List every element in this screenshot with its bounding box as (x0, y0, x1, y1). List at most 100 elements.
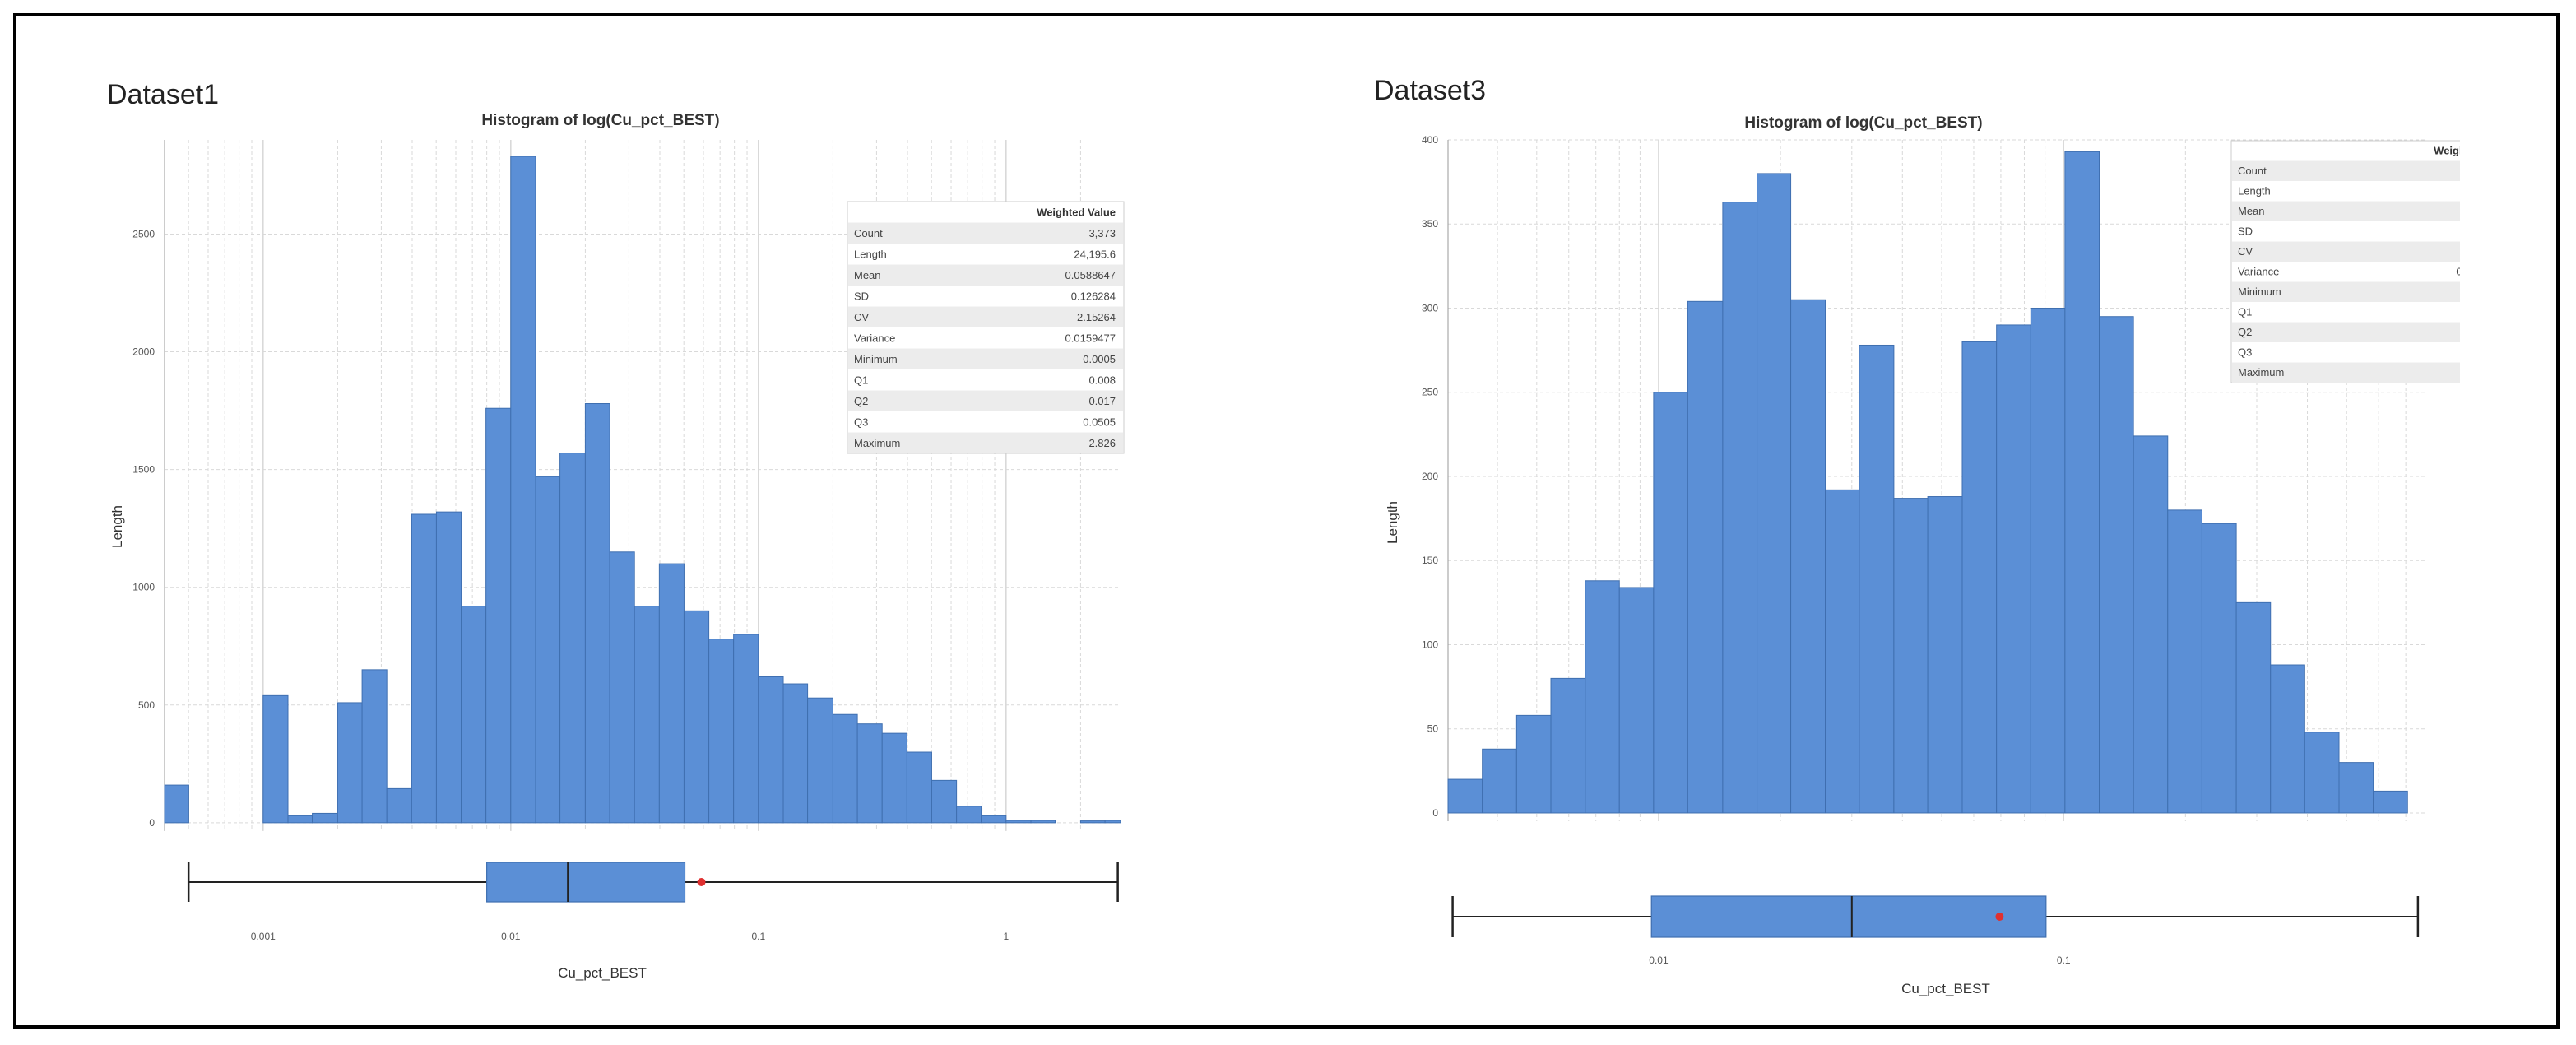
stats-table-value: 0.017 (1088, 395, 1116, 407)
dataset1-bars (164, 156, 1121, 824)
histogram-bar (708, 639, 735, 824)
y-tick-label: 150 (1422, 555, 1438, 566)
histogram-bar (1104, 820, 1121, 824)
stats-table-stripe (848, 390, 1123, 411)
dataset1-xlabel: Cu_pct_BEST (558, 965, 647, 981)
histogram-bar (262, 694, 289, 824)
stats-table-value: 0.008 (1088, 374, 1116, 386)
stats-table-stripe (2232, 160, 2460, 181)
stats-table-stripe (848, 432, 1123, 453)
dataset1-title: Histogram of log(Cu_pct_BEST) (481, 112, 719, 129)
stats-table-label: Mean (854, 269, 881, 281)
stats-table-value: 0.0505 (1083, 416, 1116, 428)
y-tick-label: 0 (149, 817, 155, 829)
x-tick-label: 0.001 (251, 931, 276, 942)
histogram-bar (2338, 762, 2374, 814)
dataset3-stats-table: Weighted ValueCount1,143Length5,350.9Mea… (2230, 140, 2460, 383)
y-tick-label: 200 (1422, 471, 1438, 482)
histogram-bar (2201, 522, 2237, 814)
histogram-bar (1927, 496, 1963, 814)
dataset1-axis-ticks: 0 500 1000 1500 2000 2500 0.001 0.01 0.1 1 (132, 228, 1009, 942)
histogram-bar (2133, 435, 2169, 814)
stats-table-label: SD (854, 290, 869, 302)
histogram-bar (758, 676, 784, 824)
stats-table-value: 3,373 (1088, 227, 1116, 239)
y-tick-label: 400 (1422, 134, 1438, 146)
histogram-bar (1859, 344, 1895, 814)
histogram-bar (510, 156, 536, 824)
histogram-bar (2235, 601, 2272, 814)
histogram-bar (906, 751, 932, 824)
dataset3-ylabel: Length (1385, 501, 1400, 544)
stats-table-label: Count (2238, 165, 2267, 177)
dataset3-axis-ticks: 0 50 100 150 200 250 300 350 400 0.01 0.1 (1422, 134, 2071, 966)
stats-table-stripe (2232, 201, 2460, 221)
histogram-bar (1687, 300, 1724, 814)
histogram-bar (1618, 587, 1655, 814)
histogram-bar (1825, 489, 1860, 814)
stats-table-label: Q1 (2238, 306, 2252, 318)
y-tick-label: 1500 (132, 464, 155, 476)
stats-table-stripe (848, 222, 1123, 244)
stats-table-value: 0.0005 (1083, 353, 1116, 365)
histogram-bar (1722, 202, 1758, 814)
stats-table-label: Variance (854, 332, 895, 344)
histogram-bar (981, 815, 1007, 824)
histogram-bar (164, 784, 189, 824)
histogram-bar (733, 634, 759, 824)
histogram-bar (2030, 307, 2066, 814)
boxplot-mean-marker (1995, 913, 2004, 921)
x-tick-label: 0.1 (2057, 954, 2071, 966)
histogram-bar (931, 779, 958, 824)
stats-table-label: Q3 (2238, 346, 2252, 359)
dataset1-ylabel: Length (109, 505, 125, 548)
histogram-bar (1030, 820, 1056, 824)
histogram-bar (535, 476, 561, 824)
stats-table-value: 2.826 (1088, 437, 1116, 449)
stats-table-label: Count (854, 227, 883, 239)
histogram-bar (1550, 677, 1586, 814)
boxplot-box (1650, 895, 2047, 938)
stats-table-label: Maximum (2238, 366, 2284, 379)
dataset1-boxplot (187, 862, 1119, 903)
dataset3-xlabel: Cu_pct_BEST (1901, 981, 1990, 996)
figure-frame: Dataset1 Histogram of log(Cu_pct_BEST) L… (13, 13, 2560, 1029)
boxplot-box (486, 862, 686, 903)
histogram-bar (2270, 664, 2305, 814)
stats-table-label: Minimum (2238, 286, 2281, 298)
dataset1-chart: Dataset1 Histogram of log(Cu_pct_BEST) L… (107, 79, 1125, 981)
stats-table-label: Maximum (854, 437, 900, 449)
stats-table-stripe (2232, 362, 2460, 383)
histogram-bar (2167, 509, 2202, 814)
y-tick-label: 2500 (132, 228, 155, 239)
histogram-bar (1961, 341, 1998, 814)
stats-table-label: Mean (2238, 205, 2265, 217)
y-tick-label: 500 (138, 699, 155, 711)
histogram-bar (856, 723, 883, 824)
stats-table-stripe (2232, 241, 2460, 262)
histogram-bar (386, 787, 412, 824)
histogram-bar (559, 453, 586, 824)
histogram-bar (807, 697, 833, 824)
histogram-bar (1790, 299, 1826, 814)
histogram-bar (411, 513, 437, 824)
histogram-bar (337, 702, 363, 824)
histogram-bar (832, 713, 858, 824)
dataset3-label: Dataset3 (1374, 75, 1486, 106)
histogram-bar (1447, 778, 1483, 814)
histogram-bar (2373, 790, 2408, 814)
histogram-bar (1585, 580, 1620, 814)
dataset3-bars (1447, 151, 2408, 814)
stats-table-value: 0.00925148 (2456, 266, 2460, 278)
stats-table-value: 24,195.6 (1074, 248, 1116, 260)
y-tick-label: 50 (1427, 723, 1439, 735)
histogram-bar (1515, 714, 1552, 814)
dataset3-boxplot (1451, 895, 2420, 938)
x-tick-label: 0.01 (501, 931, 521, 942)
stats-table-label: Length (2238, 185, 2271, 197)
histogram-bar (1996, 324, 2031, 814)
stats-table-header: Weighted Value (1037, 206, 1116, 218)
boxplot-mean-marker (697, 878, 706, 886)
histogram-bar (634, 606, 660, 824)
histogram-bar (1005, 820, 1032, 824)
